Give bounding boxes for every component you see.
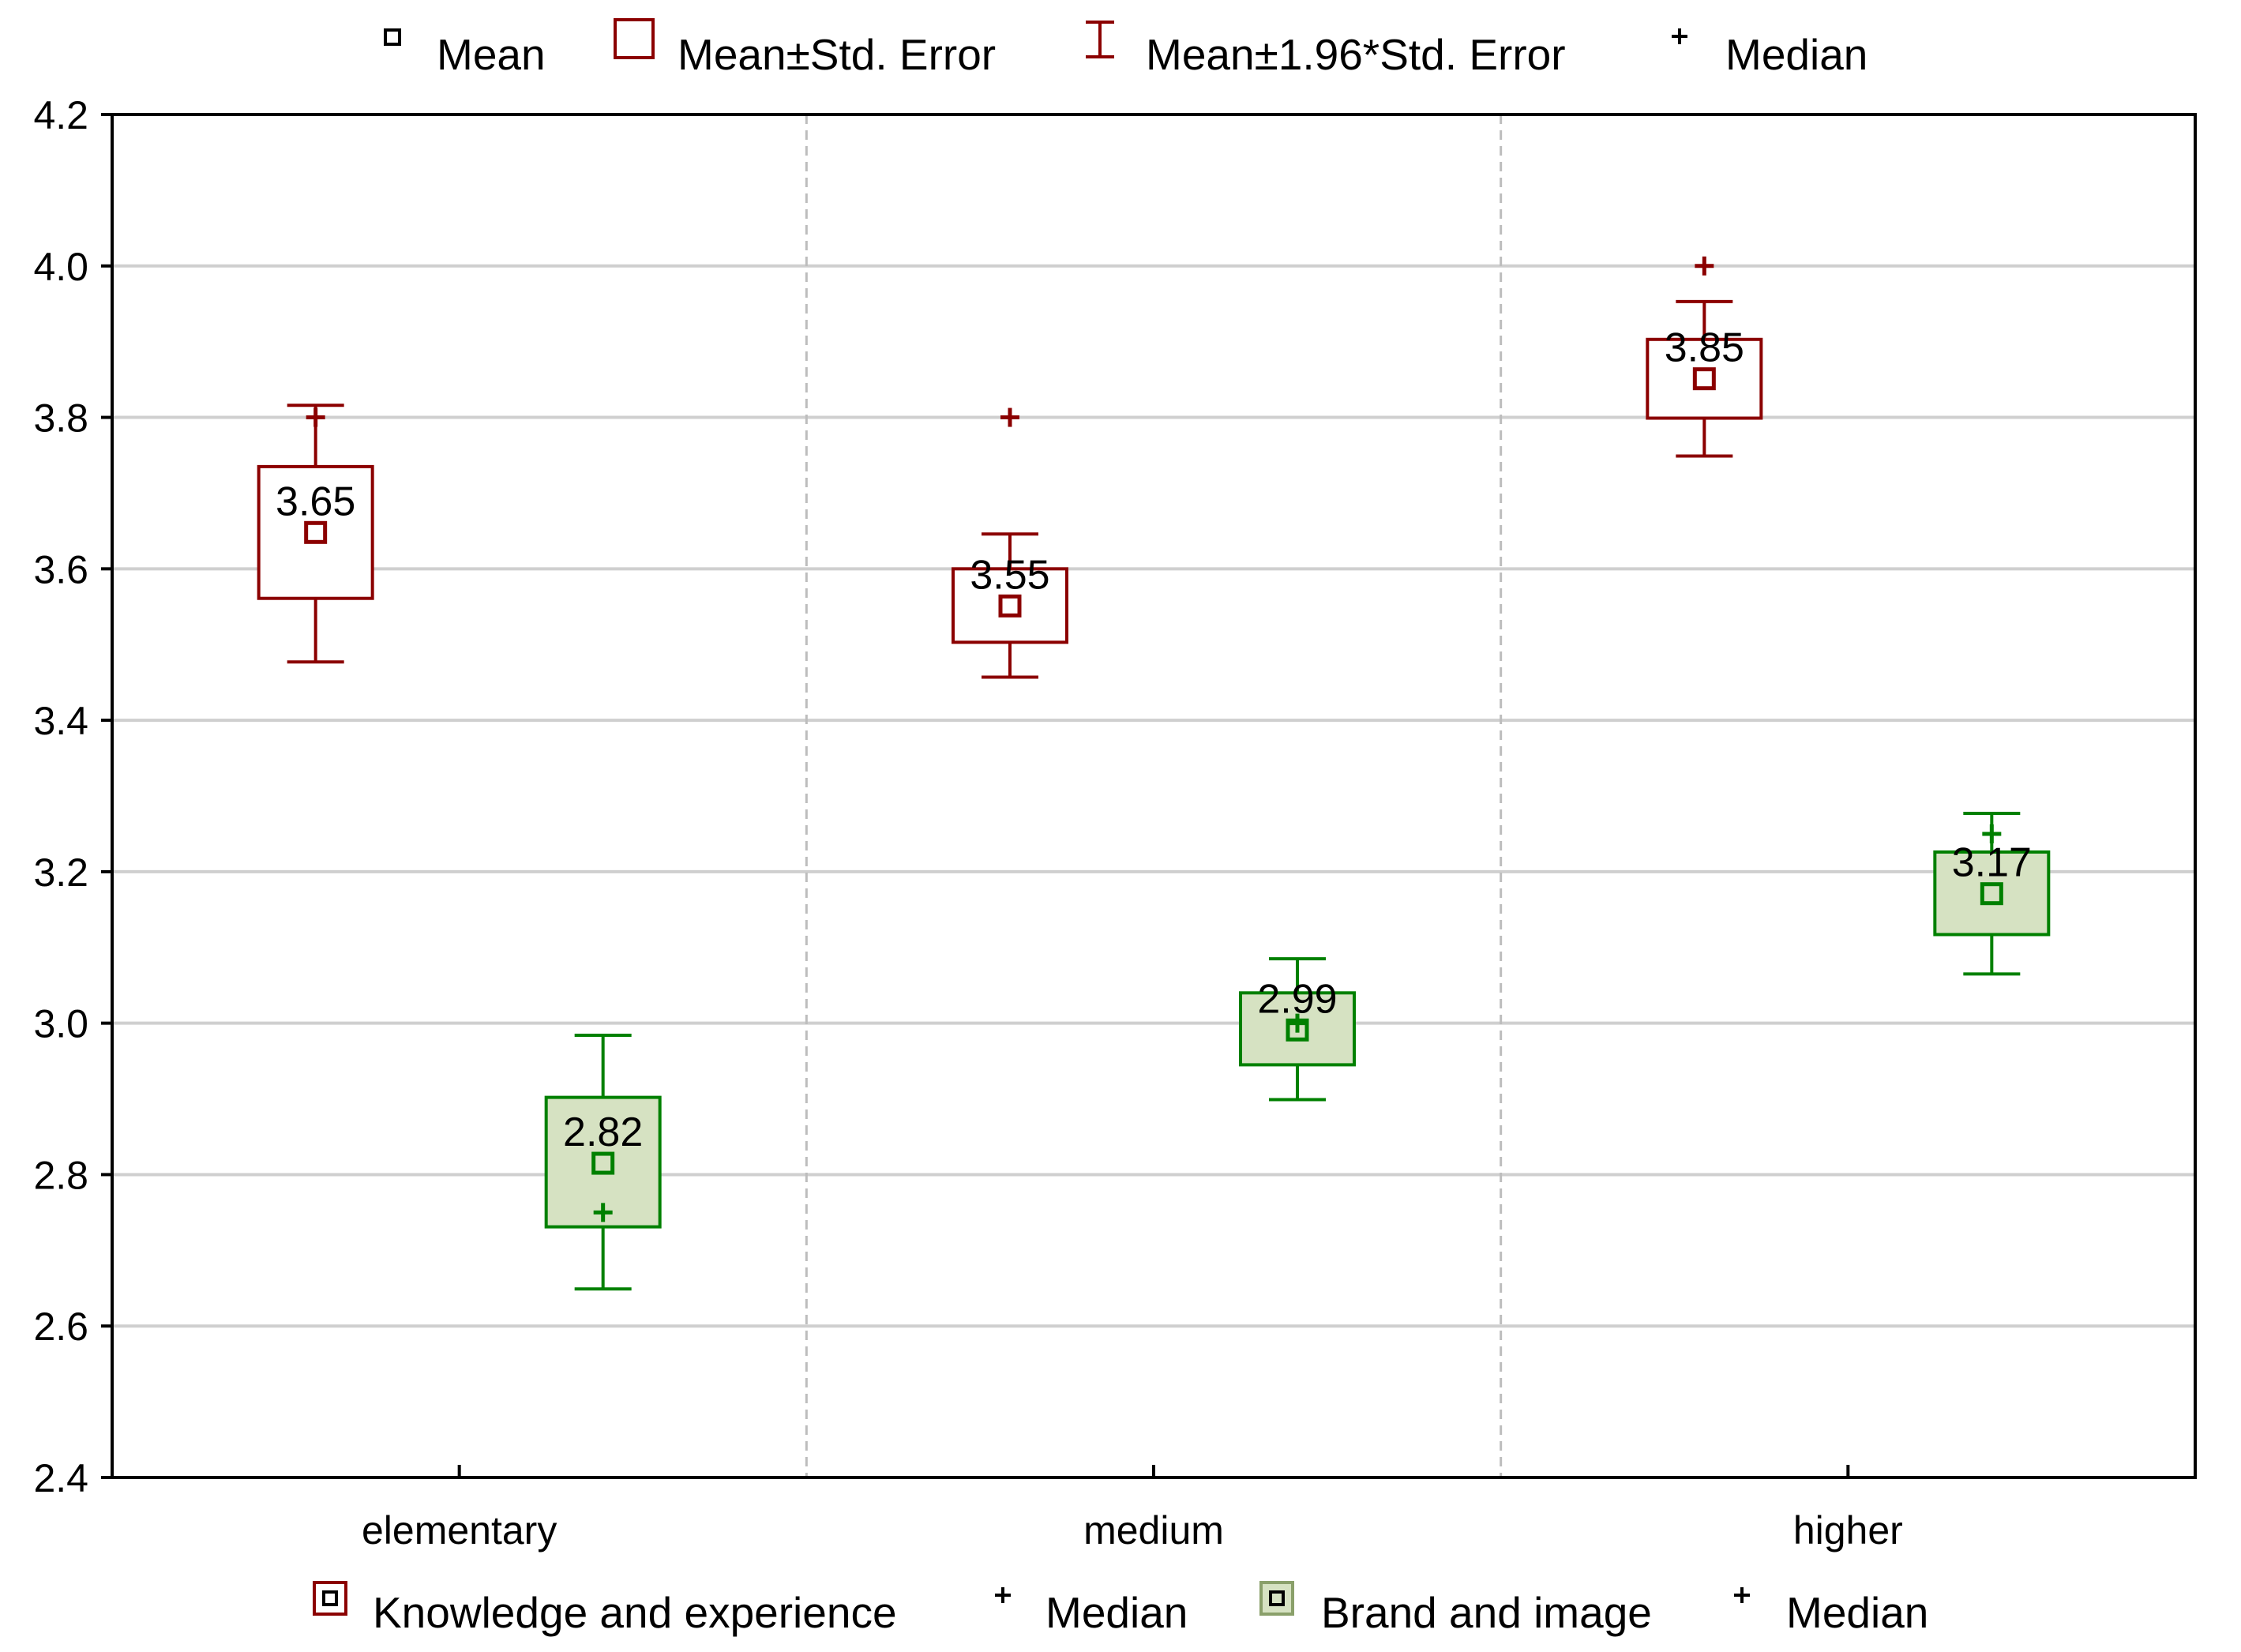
- bottom-legend-label-median-2: Median: [1786, 1588, 1928, 1637]
- mean-marker-s1-higher: [1692, 367, 1716, 391]
- value-label-s2-elementary: 2.82: [563, 1109, 643, 1155]
- bottom-legend-item-series-1: Knowledge and experience: [313, 1581, 897, 1637]
- legend-layer: Mean Mean±Std. Error Mean±1.96*Std. Error M…: [313, 18, 1928, 1637]
- top-legend-item-whisker: Mean±1.96*Std. Error: [1086, 21, 1566, 79]
- bottom-legend-label-series-1: Knowledge and experience: [373, 1588, 897, 1637]
- legend-se-box-icon: [614, 18, 655, 59]
- y-tick-label-4: 3.2: [33, 850, 88, 895]
- bottom-legend-label-series-2: Brand and image: [1321, 1588, 1652, 1637]
- value-label-s2-medium: 2.99: [1257, 976, 1337, 1022]
- y-tick-label-2: 2.8: [33, 1153, 88, 1197]
- x-tick-label-higher: higher: [1793, 1508, 1903, 1553]
- mean-marker-s2-elementary: [591, 1151, 615, 1175]
- marks-layer: 3.65 3.55 3.85 2.82 2.99 3.17: [257, 256, 2051, 1291]
- top-legend-item-median: Median: [1672, 28, 1867, 79]
- grid-layer: [112, 115, 2195, 1477]
- bottom-legend-item-series-2: Brand and image: [1259, 1581, 1652, 1637]
- value-label-s1-medium: 3.55: [970, 552, 1049, 598]
- legend-series-1-box-icon: [313, 1581, 347, 1616]
- x-tick-label-medium: medium: [1083, 1508, 1224, 1553]
- y-tick-label-6: 3.6: [33, 547, 88, 591]
- bottom-legend-item-median-1: Median: [995, 1587, 1188, 1637]
- top-legend-item-mean: Mean: [384, 28, 546, 79]
- top-legend-label-median: Median: [1725, 30, 1867, 79]
- legend-series-1-mean-icon: [322, 1590, 338, 1606]
- value-label-s1-elementary: 3.65: [276, 479, 355, 524]
- bottom-legend-item-median-2: Median: [1734, 1587, 1928, 1637]
- se-box-s1-medium: [952, 567, 1068, 644]
- y-tick-label-9: 4.2: [33, 93, 88, 137]
- legend-series-2-mean-icon: [1269, 1590, 1285, 1606]
- mean-marker-s1-elementary: [304, 520, 328, 544]
- se-box-s2-higher: [1933, 850, 2051, 937]
- legend-series-2-box-icon: [1259, 1581, 1294, 1616]
- y-tick-label-0: 2.4: [33, 1456, 88, 1500]
- top-legend-label-mean: Mean: [437, 30, 546, 79]
- value-label-s1-higher: 3.85: [1665, 325, 1744, 371]
- bottom-legend-label-median-1: Median: [1045, 1588, 1188, 1637]
- y-tick-label-7: 3.8: [33, 396, 88, 441]
- y-tick-label-5: 3.4: [33, 699, 88, 743]
- value-label-s2-higher: 3.17: [1952, 840, 2032, 886]
- x-tick-label-elementary: elementary: [362, 1508, 557, 1553]
- se-box-s1-elementary: [257, 464, 374, 600]
- legend-mean-icon: [384, 28, 401, 46]
- mean-marker-s2-medium: [1286, 1018, 1309, 1042]
- y-tick-label-8: 4.0: [33, 245, 88, 289]
- mean-marker-s1-medium: [998, 594, 1022, 618]
- y-tick-label-3: 3.0: [33, 1002, 88, 1046]
- se-box-s1-higher: [1646, 337, 1763, 420]
- axis-layer: 2.4 2.6 2.8 3.0 3.2 3.4 3.6 3.8 4.0 4.2 elementary…: [33, 93, 2197, 1553]
- mean-marker-s2-higher: [1980, 882, 2003, 906]
- top-legend-label-whisker: Mean±1.96*Std. Error: [1146, 30, 1566, 79]
- y-tick-label-1: 2.6: [33, 1305, 88, 1349]
- top-legend-label-se-box: Mean±Std. Error: [678, 30, 996, 79]
- top-legend-item-se-box: Mean±Std. Error: [614, 18, 996, 79]
